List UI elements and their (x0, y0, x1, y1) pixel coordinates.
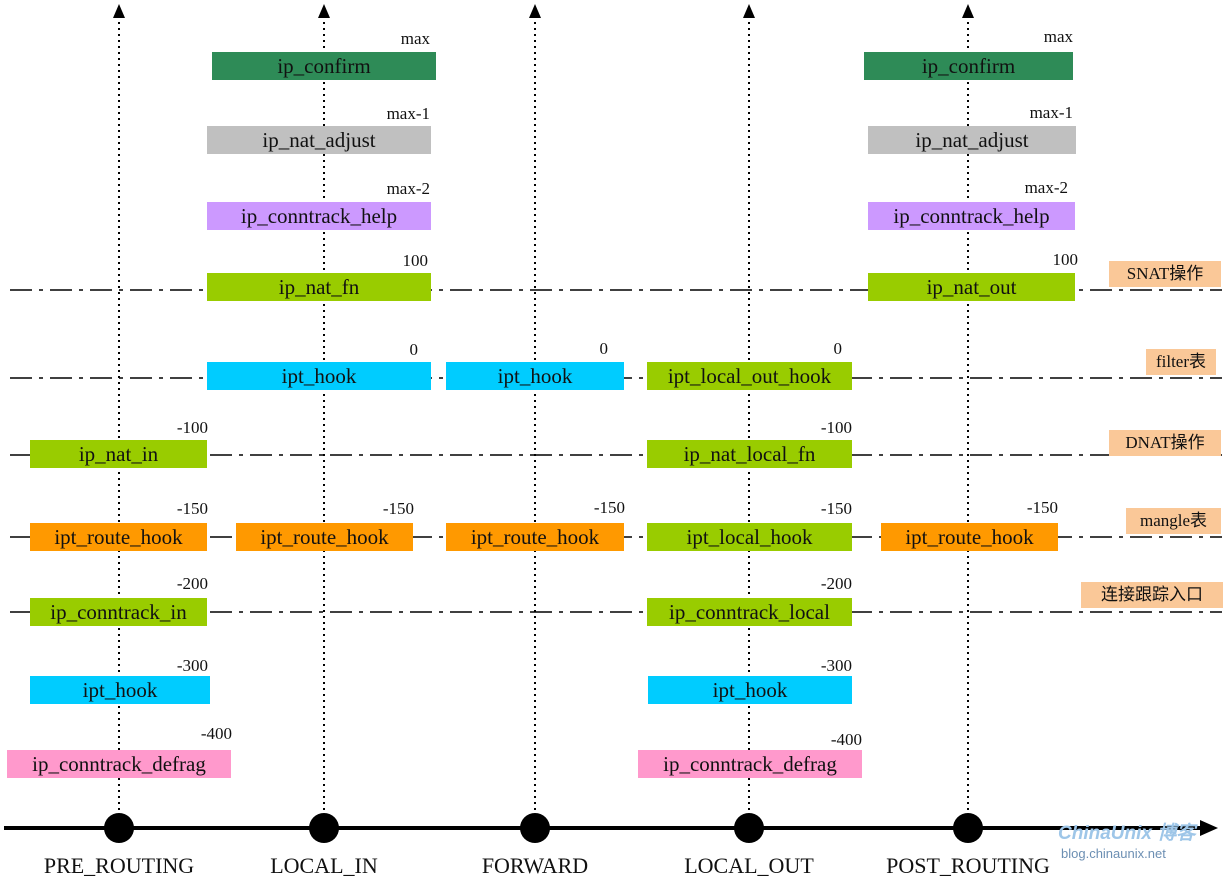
priority-label: -150 (382, 499, 414, 518)
watermark-brand: ChinaUnix 博客 (1058, 823, 1196, 844)
arrow-head-local-in (318, 4, 330, 18)
hook-box: ip_nat_adjust (207, 126, 431, 154)
priority-label: -100 (176, 418, 208, 437)
priority-label: 0 (833, 339, 843, 358)
hook-box: ipt_local_out_hook (647, 362, 852, 390)
hook-box: ip_nat_fn (207, 273, 431, 301)
hook-label-forward: FORWARD (481, 853, 589, 878)
priority-label: -200 (176, 574, 208, 593)
priority-label: -150 (176, 499, 208, 518)
watermark-url: blog.chinaunix.net (1061, 846, 1166, 861)
hook-box: ip_nat_local_fn (647, 440, 852, 468)
priority-label: max-2 (1024, 178, 1068, 197)
hook-box: ip_conntrack_defrag (638, 750, 862, 778)
hook-label-pre-routing: PRE_ROUTING (43, 853, 195, 878)
tag-dnat: DNAT操作 (1109, 430, 1221, 456)
hook-box: ipt_hook (648, 676, 852, 704)
arrow-head-pre-routing (113, 4, 125, 18)
arrow-head-local-out (743, 4, 755, 18)
priority-label: -150 (593, 498, 625, 517)
hook-dot-local-out (734, 813, 764, 843)
hook-box: ipt_hook (30, 676, 210, 704)
hook-label-local-in: LOCAL_IN (270, 853, 378, 878)
hook-label-local-out: LOCAL_OUT (684, 853, 814, 878)
priority-label: -400 (830, 730, 862, 749)
priority-label: -400 (200, 724, 232, 743)
priority-label: max-1 (386, 104, 430, 123)
hook-dot-post-routing (953, 813, 983, 843)
hook-box: ipt_hook (446, 362, 624, 390)
hook-box: ip_confirm (212, 52, 436, 80)
tag-conntrack: 连接跟踪入口 (1081, 582, 1223, 608)
priority-label: max-2 (386, 179, 430, 198)
packet-flow-arrow-head (1200, 820, 1218, 836)
priority-label: max (400, 29, 430, 48)
priority-label: -150 (1026, 498, 1058, 517)
hook-box: ip_conntrack_defrag (7, 750, 231, 778)
hook-box: ip_conntrack_help (207, 202, 431, 230)
priority-label: -100 (820, 418, 852, 437)
hook-box: ip_conntrack_local (647, 598, 852, 626)
hook-box: ip_nat_adjust (868, 126, 1076, 154)
hook-box: ip_conntrack_help (868, 202, 1075, 230)
hook-box: ipt_route_hook (446, 523, 624, 551)
priority-label: 100 (402, 251, 429, 270)
priority-label: max (1043, 27, 1073, 46)
arrow-head-post-routing (962, 4, 974, 18)
hook-box: ipt_hook (207, 362, 431, 390)
hook-box: ipt_route_hook (881, 523, 1058, 551)
hook-dot-pre-routing (104, 813, 134, 843)
priority-label: -300 (176, 656, 208, 675)
priority-label: 0 (409, 340, 419, 359)
arrow-head-forward (529, 4, 541, 18)
hook-box: ip_conntrack_in (30, 598, 207, 626)
tag-filter: filter表 (1146, 349, 1216, 375)
priority-label: 100 (1052, 250, 1079, 269)
priority-label: -150 (820, 499, 852, 518)
hook-box: ip_confirm (864, 52, 1073, 80)
hook-box: ipt_route_hook (236, 523, 413, 551)
hook-box: ip_nat_in (30, 440, 207, 468)
hook-dot-forward (520, 813, 550, 843)
hook-box: ipt_route_hook (30, 523, 207, 551)
hook-box: ipt_local_hook (647, 523, 852, 551)
priority-label: -300 (820, 656, 852, 675)
priority-label: 0 (599, 339, 609, 358)
hook-dot-local-in (309, 813, 339, 843)
priority-label: max-1 (1029, 103, 1073, 122)
tag-snat: SNAT操作 (1109, 261, 1221, 287)
hook-box: ip_nat_out (868, 273, 1075, 301)
hook-label-post-routing: POST_ROUTING (886, 853, 1050, 878)
tag-mangle: mangle表 (1126, 508, 1221, 534)
priority-label: -200 (820, 574, 852, 593)
